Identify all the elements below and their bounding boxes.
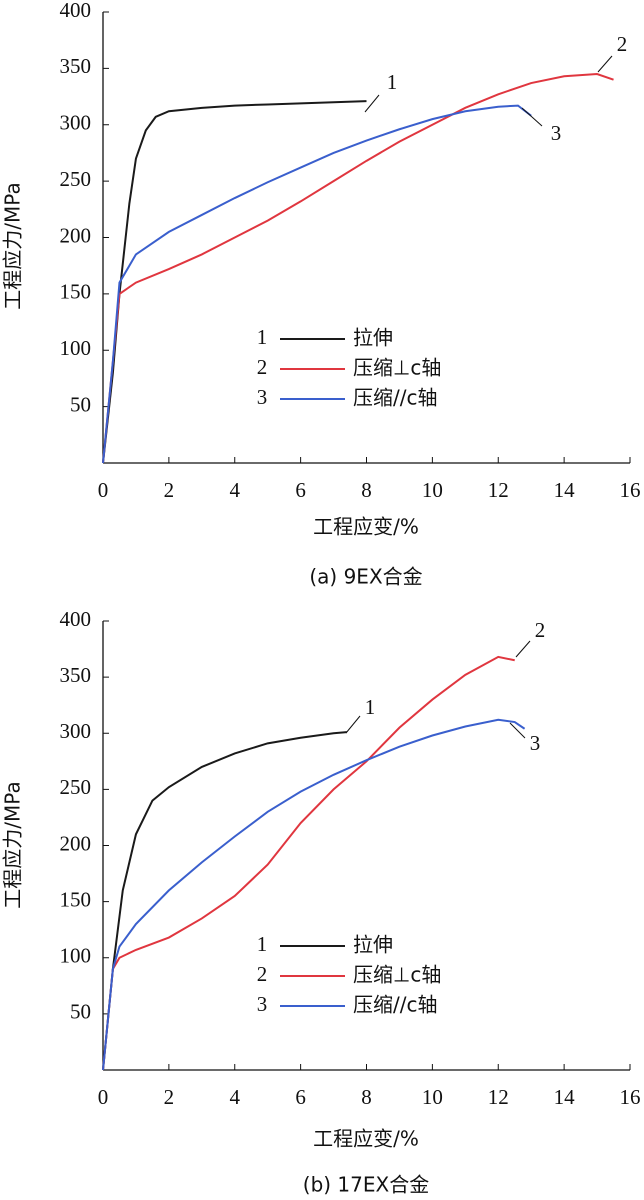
y-tick-label: 300 (60, 719, 92, 743)
y-tick-label: 100 (60, 944, 92, 968)
legend-label: 压缩//c轴 (353, 386, 437, 410)
annotation-leader (521, 107, 543, 127)
annotation: 1 (365, 695, 376, 719)
x-tick-label: 12 (488, 478, 509, 502)
legend-label: 拉伸 (353, 326, 393, 350)
annotation-leader (515, 640, 531, 658)
x-tick-label: 14 (554, 1085, 576, 1109)
x-tick-label: 8 (361, 478, 372, 502)
y-tick-label: 100 (60, 336, 92, 360)
x-tick-label: 2 (164, 478, 175, 502)
y-tick-label: 250 (60, 775, 92, 799)
x-tick-label: 10 (422, 478, 443, 502)
annotation-leader (597, 55, 613, 73)
x-tick-label: 0 (98, 1085, 109, 1109)
x-axis-label: 工程应变/% (313, 515, 419, 539)
annotation: 3 (551, 121, 562, 145)
y-tick-label: 200 (60, 223, 92, 247)
annotation-leader (364, 94, 380, 113)
caption: (a) 9EX合金 (309, 565, 422, 589)
y-tick-label: 300 (60, 111, 92, 135)
legend-marker: 2 (257, 355, 268, 379)
x-tick-label: 16 (620, 1085, 641, 1109)
legend-label: 拉伸 (353, 933, 393, 957)
x-tick-label: 16 (620, 478, 641, 502)
curve (102, 718, 526, 1071)
curve (102, 731, 347, 1071)
y-tick-label: 400 (60, 607, 92, 631)
legend-marker: 1 (257, 325, 268, 349)
y-tick-label: 200 (60, 831, 92, 855)
legend-label: 压缩//c轴 (353, 993, 437, 1017)
y-tick-label: 50 (70, 1000, 91, 1024)
y-tick-label: 400 (60, 0, 92, 22)
y-tick-label: 250 (60, 167, 92, 191)
annotation: 2 (617, 32, 628, 56)
x-tick-label: 6 (295, 1085, 306, 1109)
x-tick-label: 8 (361, 1085, 372, 1109)
curve (102, 104, 532, 464)
x-axis-label: 工程应变/% (313, 1127, 419, 1151)
y-tick-label: 350 (60, 54, 92, 78)
caption: (b) 17EX合金 (303, 1173, 429, 1197)
legend-marker: 2 (257, 962, 268, 986)
legend-label: 压缩⊥c轴 (353, 963, 441, 987)
x-tick-label: 0 (98, 478, 109, 502)
annotation-leader (509, 722, 526, 739)
legend-label: 压缩⊥c轴 (353, 356, 441, 380)
x-tick-label: 6 (295, 478, 306, 502)
legend-marker: 3 (257, 992, 268, 1016)
y-tick-label: 150 (60, 887, 92, 911)
y-tick-label: 350 (60, 663, 92, 687)
x-tick-label: 2 (164, 1085, 175, 1109)
y-tick-label: 150 (60, 280, 92, 304)
y-tick-label: 50 (70, 392, 91, 416)
x-tick-label: 4 (230, 478, 241, 502)
legend-marker: 3 (257, 385, 268, 409)
x-tick-label: 10 (422, 1085, 443, 1109)
x-tick-label: 12 (488, 1085, 509, 1109)
annotation-leader (345, 715, 361, 734)
annotation: 3 (530, 731, 541, 755)
x-tick-label: 14 (554, 478, 576, 502)
annotation: 1 (387, 70, 398, 94)
x-tick-label: 4 (230, 1085, 241, 1109)
y-axis-label: 工程应力/MPa (1, 781, 25, 908)
y-axis-label: 工程应力/MPa (1, 182, 25, 309)
curve (102, 73, 614, 464)
curve (102, 655, 515, 1071)
annotation: 2 (535, 618, 546, 642)
legend-marker: 1 (257, 932, 268, 956)
